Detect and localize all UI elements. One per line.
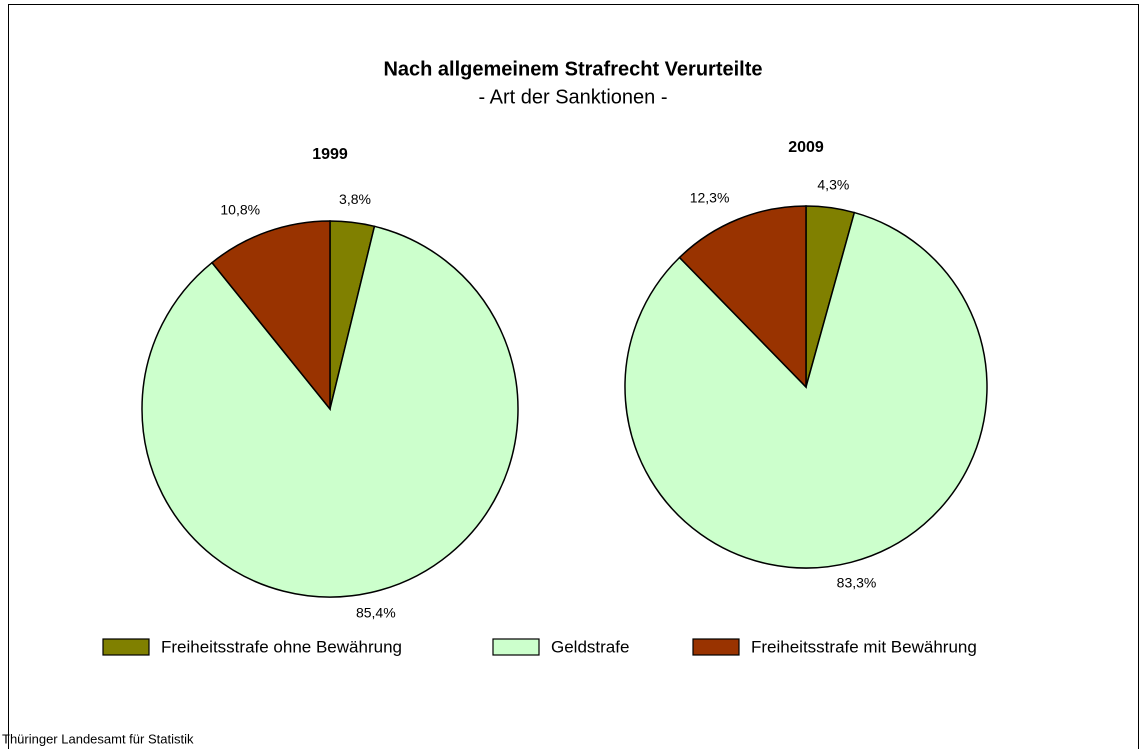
data-label: 3,8% [339,191,371,207]
legend-label: Freiheitsstrafe mit Bewährung [751,637,977,656]
data-label: 4,3% [817,177,849,193]
source: Thüringer Landesamt für Statistik [2,731,194,746]
pie-slice [141,225,519,598]
chart-title: Nach allgemeinem Strafrecht Verurteilte [383,58,762,80]
pie-title: 1999 [312,146,348,163]
pie-slice [210,220,331,412]
data-label: 12,3% [690,190,730,206]
legend-swatch [492,638,540,656]
pie-slice [678,205,807,389]
legend-swatch [102,638,150,656]
pie-title: 2009 [788,139,824,156]
data-label: 10,8% [220,202,260,218]
data-label: 85,4% [356,605,396,621]
chart-frame [8,4,1139,749]
data-label: 83,3% [837,574,877,590]
legend-label: Freiheitsstrafe ohne Bewährung [161,637,402,656]
pie-slice [624,211,988,569]
legend-label: Geldstrafe [551,637,629,656]
chart-subtitle: - Art der Sanktionen - [479,86,668,108]
legend-swatch [692,638,740,656]
